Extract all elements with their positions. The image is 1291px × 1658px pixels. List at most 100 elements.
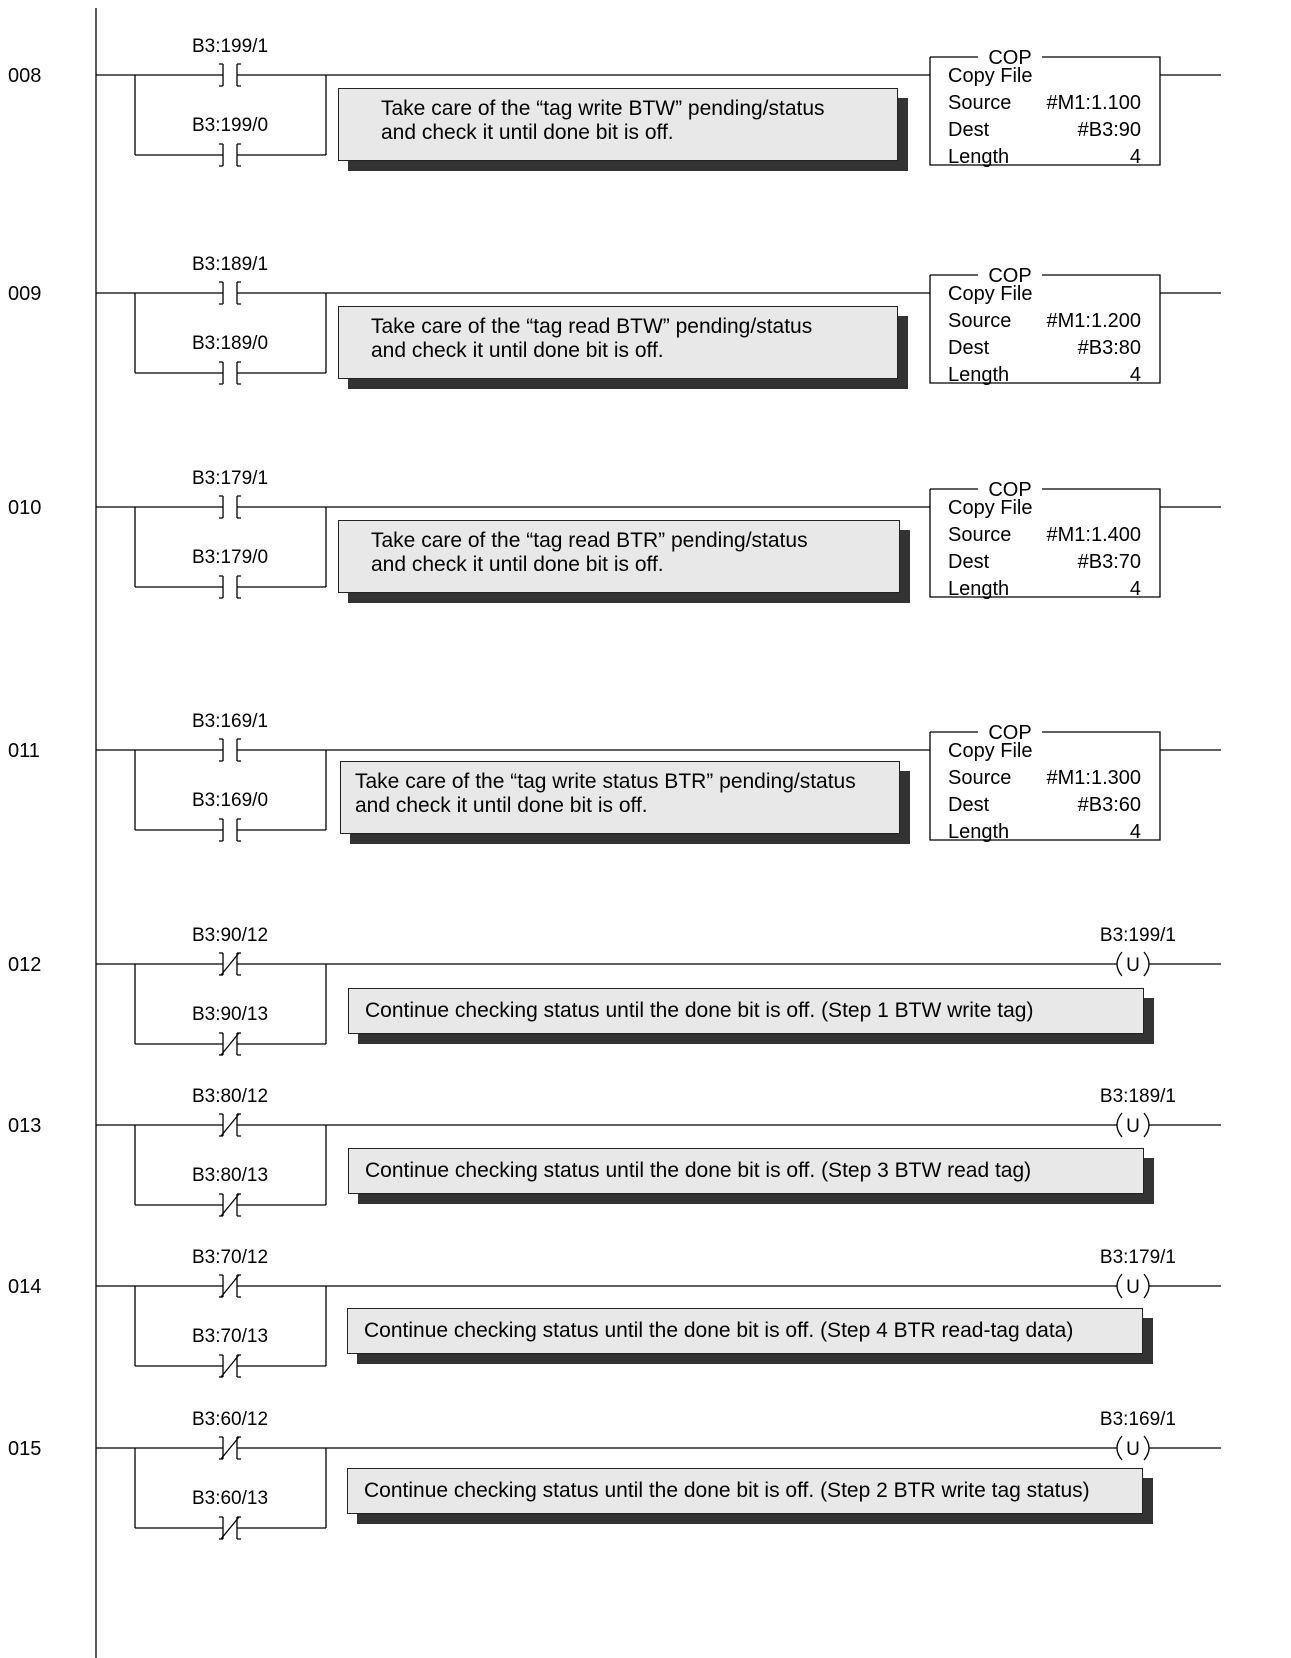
contact-slash [220, 1274, 240, 1298]
contact-right-plate [236, 575, 247, 599]
unlatch-coil: U B3:179/1 [1100, 1247, 1176, 1299]
contact-left-plate [213, 143, 224, 167]
rung-comment: Continue checking status until the done … [348, 988, 1144, 1034]
normally-open-contact [213, 281, 247, 305]
normally-open-contact [213, 575, 247, 599]
contact-left-plate [213, 1193, 224, 1217]
rung: 013 B3:80/12 B3:80/13 U B3:189/1 [8, 1086, 1221, 1217]
rung-number: 009 [8, 283, 41, 305]
contact-address: B3:179/0 [192, 547, 268, 568]
contact-left-plate [213, 575, 224, 599]
contact-right-plate [236, 738, 247, 762]
cop-dest-label: Dest [948, 551, 990, 573]
coil-right-arc [1143, 951, 1150, 977]
contact-slash [220, 1113, 240, 1137]
contact-left-plate [213, 1113, 224, 1137]
rung-comment: Take care of the “tag write status BTR” … [340, 761, 900, 834]
contact-left-plate [213, 1354, 224, 1378]
cop-length-label: Length [948, 364, 1009, 386]
cop-length-label: Length [948, 821, 1009, 843]
cop-length-value: 4 [1130, 146, 1141, 168]
cop-dest-value: #B3:70 [1078, 551, 1141, 573]
cop-box [929, 56, 1161, 166]
contact-left-plate [213, 738, 224, 762]
rung-number: 015 [8, 1438, 41, 1460]
cop-source-value: #M1:1.200 [1046, 310, 1141, 332]
contact-left-plate [213, 1274, 224, 1298]
contact-left-plate [213, 361, 224, 385]
cop-source-label: Source [948, 310, 1011, 332]
contact-right-plate [236, 1516, 247, 1540]
coil-address: B3:169/1 [1100, 1409, 1176, 1430]
normally-closed-contact [213, 1113, 247, 1137]
cop-length-value: 4 [1130, 821, 1141, 843]
contact-address: B3:90/12 [192, 925, 268, 946]
rung-comment: Take care of the “tag read BTW” pending/… [338, 306, 898, 379]
coil-address: B3:189/1 [1100, 1086, 1176, 1107]
contact-slash [220, 1032, 240, 1056]
cop-name: Copy File [948, 497, 1032, 519]
cop-length-value: 4 [1130, 364, 1141, 386]
cop-title: COP [988, 265, 1031, 287]
normally-open-contact [213, 63, 247, 87]
contact-right-plate [236, 143, 247, 167]
cop-source-value: #M1:1.300 [1046, 767, 1141, 789]
contact-address: B3:179/1 [192, 468, 268, 489]
coil-address: B3:179/1 [1100, 1247, 1176, 1268]
normally-open-contact [213, 361, 247, 385]
rung-number: 012 [8, 954, 41, 976]
contact-address: B3:169/1 [192, 711, 268, 732]
contact-right-plate [236, 952, 247, 976]
contact-address: B3:60/12 [192, 1409, 268, 1430]
rung-comment: Take care of the “tag write BTW” pending… [338, 88, 898, 161]
unlatch-coil: U B3:189/1 [1100, 1086, 1176, 1138]
coil-left-arc [1116, 1112, 1123, 1138]
cop-dest-value: #B3:60 [1078, 794, 1141, 816]
normally-open-contact [213, 143, 247, 167]
contact-slash [220, 952, 240, 976]
cop-box [929, 274, 1161, 384]
coil-symbol: U [1126, 955, 1140, 976]
coil-right-arc [1143, 1273, 1150, 1299]
rung-number: 013 [8, 1115, 41, 1137]
normally-open-contact [213, 738, 247, 762]
coil-symbol: U [1126, 1116, 1140, 1137]
contact-right-plate [236, 495, 247, 519]
coil-right-arc [1143, 1112, 1150, 1138]
cop-dest-label: Dest [948, 337, 990, 359]
rung: 012 B3:90/12 B3:90/13 U B3:199/1 [8, 925, 1221, 1056]
cop-source-label: Source [948, 524, 1011, 546]
unlatch-coil: U B3:199/1 [1100, 925, 1176, 977]
normally-closed-contact [213, 1274, 247, 1298]
normally-closed-contact [213, 1354, 247, 1378]
contact-left-plate [213, 1032, 224, 1056]
rung-comment: Continue checking status until the done … [347, 1468, 1143, 1514]
cop-box [929, 731, 1161, 841]
contact-right-plate [236, 1436, 247, 1460]
contact-address: B3:80/13 [192, 1165, 268, 1186]
coil-address: B3:199/1 [1100, 925, 1176, 946]
contact-right-plate [236, 281, 247, 305]
contact-slash [220, 1193, 240, 1217]
contact-right-plate [236, 361, 247, 385]
cop-title: COP [988, 722, 1031, 744]
rung: 015 B3:60/12 B3:60/13 U B3:169/1 [8, 1409, 1221, 1540]
contact-right-plate [236, 1274, 247, 1298]
coil-left-arc [1116, 1273, 1123, 1299]
rung-number: 010 [8, 497, 41, 519]
normally-closed-contact [213, 1516, 247, 1540]
contact-right-plate [236, 1193, 247, 1217]
cop-length-label: Length [948, 146, 1009, 168]
coil-symbol: U [1126, 1277, 1140, 1298]
cop-name: Copy File [948, 65, 1032, 87]
coil-right-arc [1143, 1435, 1150, 1461]
rung-number: 014 [8, 1276, 41, 1298]
normally-open-contact [213, 818, 247, 842]
contact-right-plate [236, 1032, 247, 1056]
